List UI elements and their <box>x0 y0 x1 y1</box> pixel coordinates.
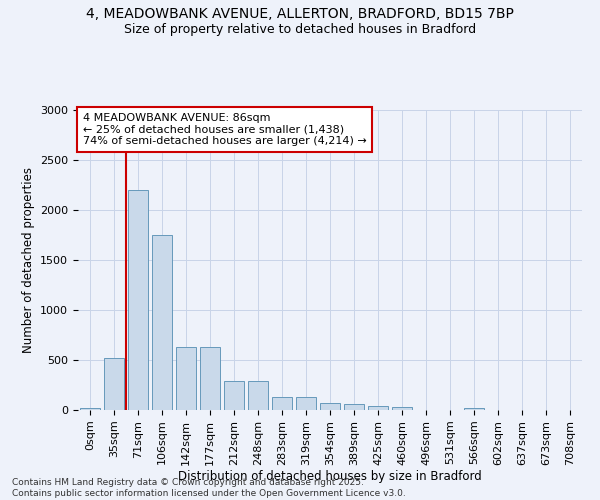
Bar <box>296 397 316 410</box>
Bar <box>344 404 364 410</box>
Bar <box>368 406 388 410</box>
Text: 4 MEADOWBANK AVENUE: 86sqm
← 25% of detached houses are smaller (1,438)
74% of s: 4 MEADOWBANK AVENUE: 86sqm ← 25% of deta… <box>83 113 367 146</box>
Y-axis label: Number of detached properties: Number of detached properties <box>22 167 35 353</box>
Bar <box>80 408 100 410</box>
Text: Contains HM Land Registry data © Crown copyright and database right 2025.
Contai: Contains HM Land Registry data © Crown c… <box>12 478 406 498</box>
Bar <box>128 190 148 410</box>
Text: 4, MEADOWBANK AVENUE, ALLERTON, BRADFORD, BD15 7BP: 4, MEADOWBANK AVENUE, ALLERTON, BRADFORD… <box>86 8 514 22</box>
Bar <box>464 408 484 410</box>
Text: Size of property relative to detached houses in Bradford: Size of property relative to detached ho… <box>124 22 476 36</box>
Bar <box>104 358 124 410</box>
Bar <box>224 380 244 410</box>
Bar <box>152 235 172 410</box>
Bar <box>320 402 340 410</box>
Bar <box>392 406 412 410</box>
Bar <box>248 380 268 410</box>
Bar <box>176 347 196 410</box>
Bar <box>272 396 292 410</box>
X-axis label: Distribution of detached houses by size in Bradford: Distribution of detached houses by size … <box>178 470 482 484</box>
Bar <box>200 347 220 410</box>
